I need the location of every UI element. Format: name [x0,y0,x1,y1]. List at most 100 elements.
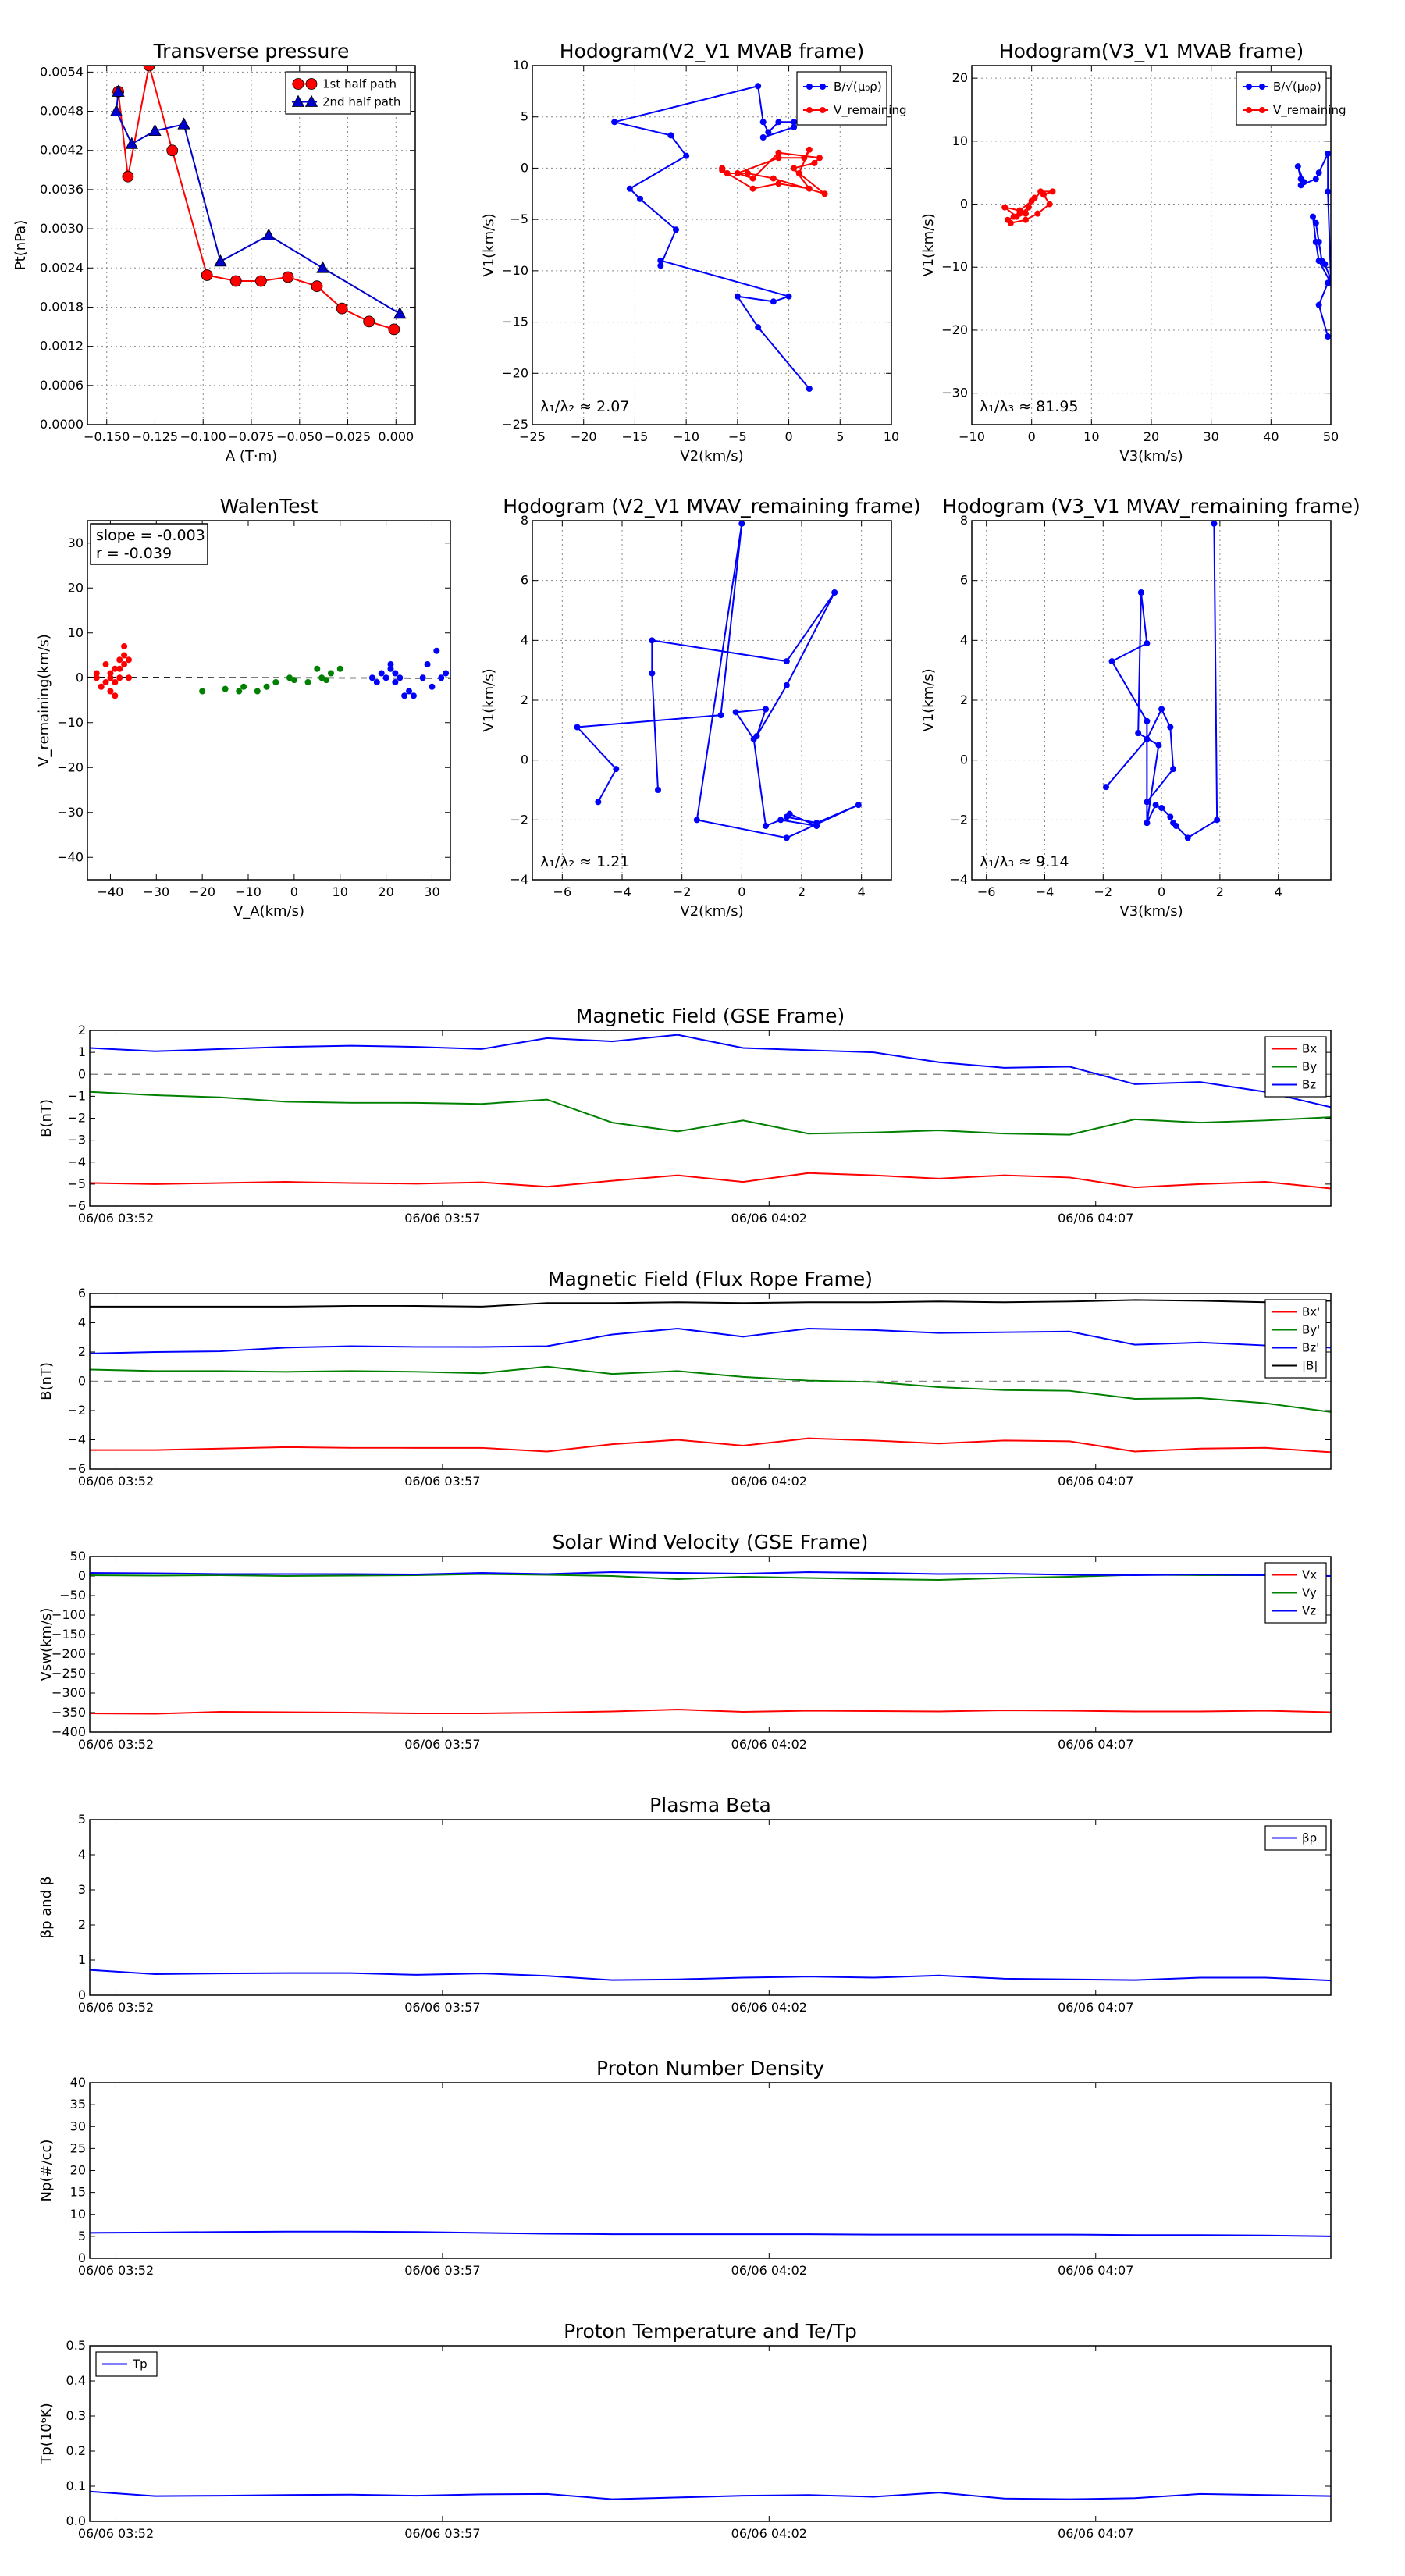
y-axis-label: V1(km/s) [481,668,497,731]
y-tick-label: −400 [52,1724,86,1739]
x-tick-label: −25 [519,429,546,444]
y-tick-label: 4 [78,1847,86,1862]
x-tick-label: −10 [673,429,699,444]
legend-label: V_remaining [834,103,907,118]
data-point [724,170,731,176]
x-tick-label: −0.025 [325,429,371,444]
data-point [673,226,679,233]
data-point [254,688,261,695]
x-tick-label: 4 [1275,884,1282,899]
x-tick-label: −2 [1094,884,1112,899]
y-tick-label: 1 [78,1952,86,1967]
data-point [745,170,751,176]
legend-label: Vx [1302,1568,1317,1582]
data-point [637,195,643,202]
data-point [116,665,123,672]
data-point [732,709,739,716]
data-point [392,679,399,685]
y-tick-label: 0.0024 [40,260,84,275]
plot-area [1103,521,1221,841]
y-axis-label: Vsw(km/s) [38,1608,55,1681]
data-point [1001,204,1008,211]
data-point [112,84,125,97]
data-point [1315,238,1322,245]
data-point [613,766,620,773]
y-tick-label: 40 [70,2075,86,2090]
chart-title: Proton Number Density [596,2057,824,2080]
x-tick-label: 06/06 04:02 [731,2263,807,2278]
y-tick-label: 4 [78,1315,86,1330]
data-point [806,84,813,90]
y-tick-label: 2 [960,692,968,707]
x-tick-label: −5 [728,429,747,444]
data-point [1152,802,1159,809]
y-tick-label: 0.1 [66,2478,86,2493]
data-point [305,78,318,90]
data-point [1167,724,1174,731]
y-axis-label: Pt(nPa) [12,220,29,270]
data-point [1172,823,1179,829]
data-point [759,119,767,126]
y-tick-label: 0 [521,160,528,175]
y-tick-label: −150 [52,1627,86,1642]
data-point [1315,301,1322,308]
data-point [791,123,798,130]
y-tick-label: 1 [78,1044,86,1059]
data-point [820,107,826,113]
y-tick-label: −2 [67,1403,86,1418]
legend-label: Vz [1302,1604,1316,1618]
data-point [1325,188,1331,195]
y-tick-label: 0 [78,1066,86,1081]
series-line [90,1969,1331,1982]
data-point [717,712,724,719]
y-tick-label: −4 [949,872,968,887]
y-tick-label: 35 [70,2097,86,2112]
ratio-annotation: λ₁/λ₂ ≈ 1.21 [540,853,629,870]
chart-title: Hodogram (V3_V1 MVAV_remaining frame) [942,495,1361,518]
x-tick-label: −0.075 [228,429,274,444]
y-tick-label: 8 [521,513,528,528]
x-tick-label: 10 [1083,429,1099,444]
y-tick-label: 0.0006 [40,378,84,393]
y-tick-label: −300 [52,1685,86,1700]
data-point [222,685,229,692]
series-line [614,85,810,390]
y-tick-label: −20 [502,365,528,380]
data-point [1211,521,1218,527]
data-point [327,670,334,677]
chart-h3: Hodogram (V2_V1 MVAV_remaining frame) −6 −… [481,495,921,920]
ratio-annotation: λ₁/λ₂ ≈ 2.07 [540,398,629,415]
data-point [1034,210,1041,217]
data-point [1246,107,1252,113]
y-tick-label: 0.0 [66,2514,86,2528]
data-point [262,228,276,240]
x-tick-label: −0.100 [180,429,226,444]
y-tick-label: −40 [57,849,84,864]
y-tick-label: 0.0048 [40,104,84,119]
legend-label: Bx' [1302,1305,1320,1319]
x-tick-label: −4 [613,884,631,899]
data-point [1246,84,1252,90]
y-tick-label: 0.3 [66,2408,86,2423]
series-line [90,1299,1331,1308]
data-point [1144,735,1151,742]
x-tick-label: 06/06 04:07 [1058,1474,1133,1489]
y-tick-label: 6 [521,573,528,588]
data-point [443,670,450,677]
data-point [775,155,782,162]
plot-area [1001,150,1331,340]
series-line [90,1571,1331,1577]
y-tick-label: −15 [502,315,528,329]
y-tick-label: 5 [521,109,528,124]
data-point [121,643,128,649]
y-axis-label: Np(#/cc) [38,2140,55,2202]
data-point [667,132,674,139]
data-point [783,813,790,820]
data-point [107,688,114,695]
data-point [1155,742,1162,749]
chart-title: Solar Wind Velocity (GSE Frame) [553,1531,869,1553]
data-point [595,799,602,806]
data-point [626,185,633,192]
series-line [90,1365,1331,1413]
data-point [314,665,321,672]
